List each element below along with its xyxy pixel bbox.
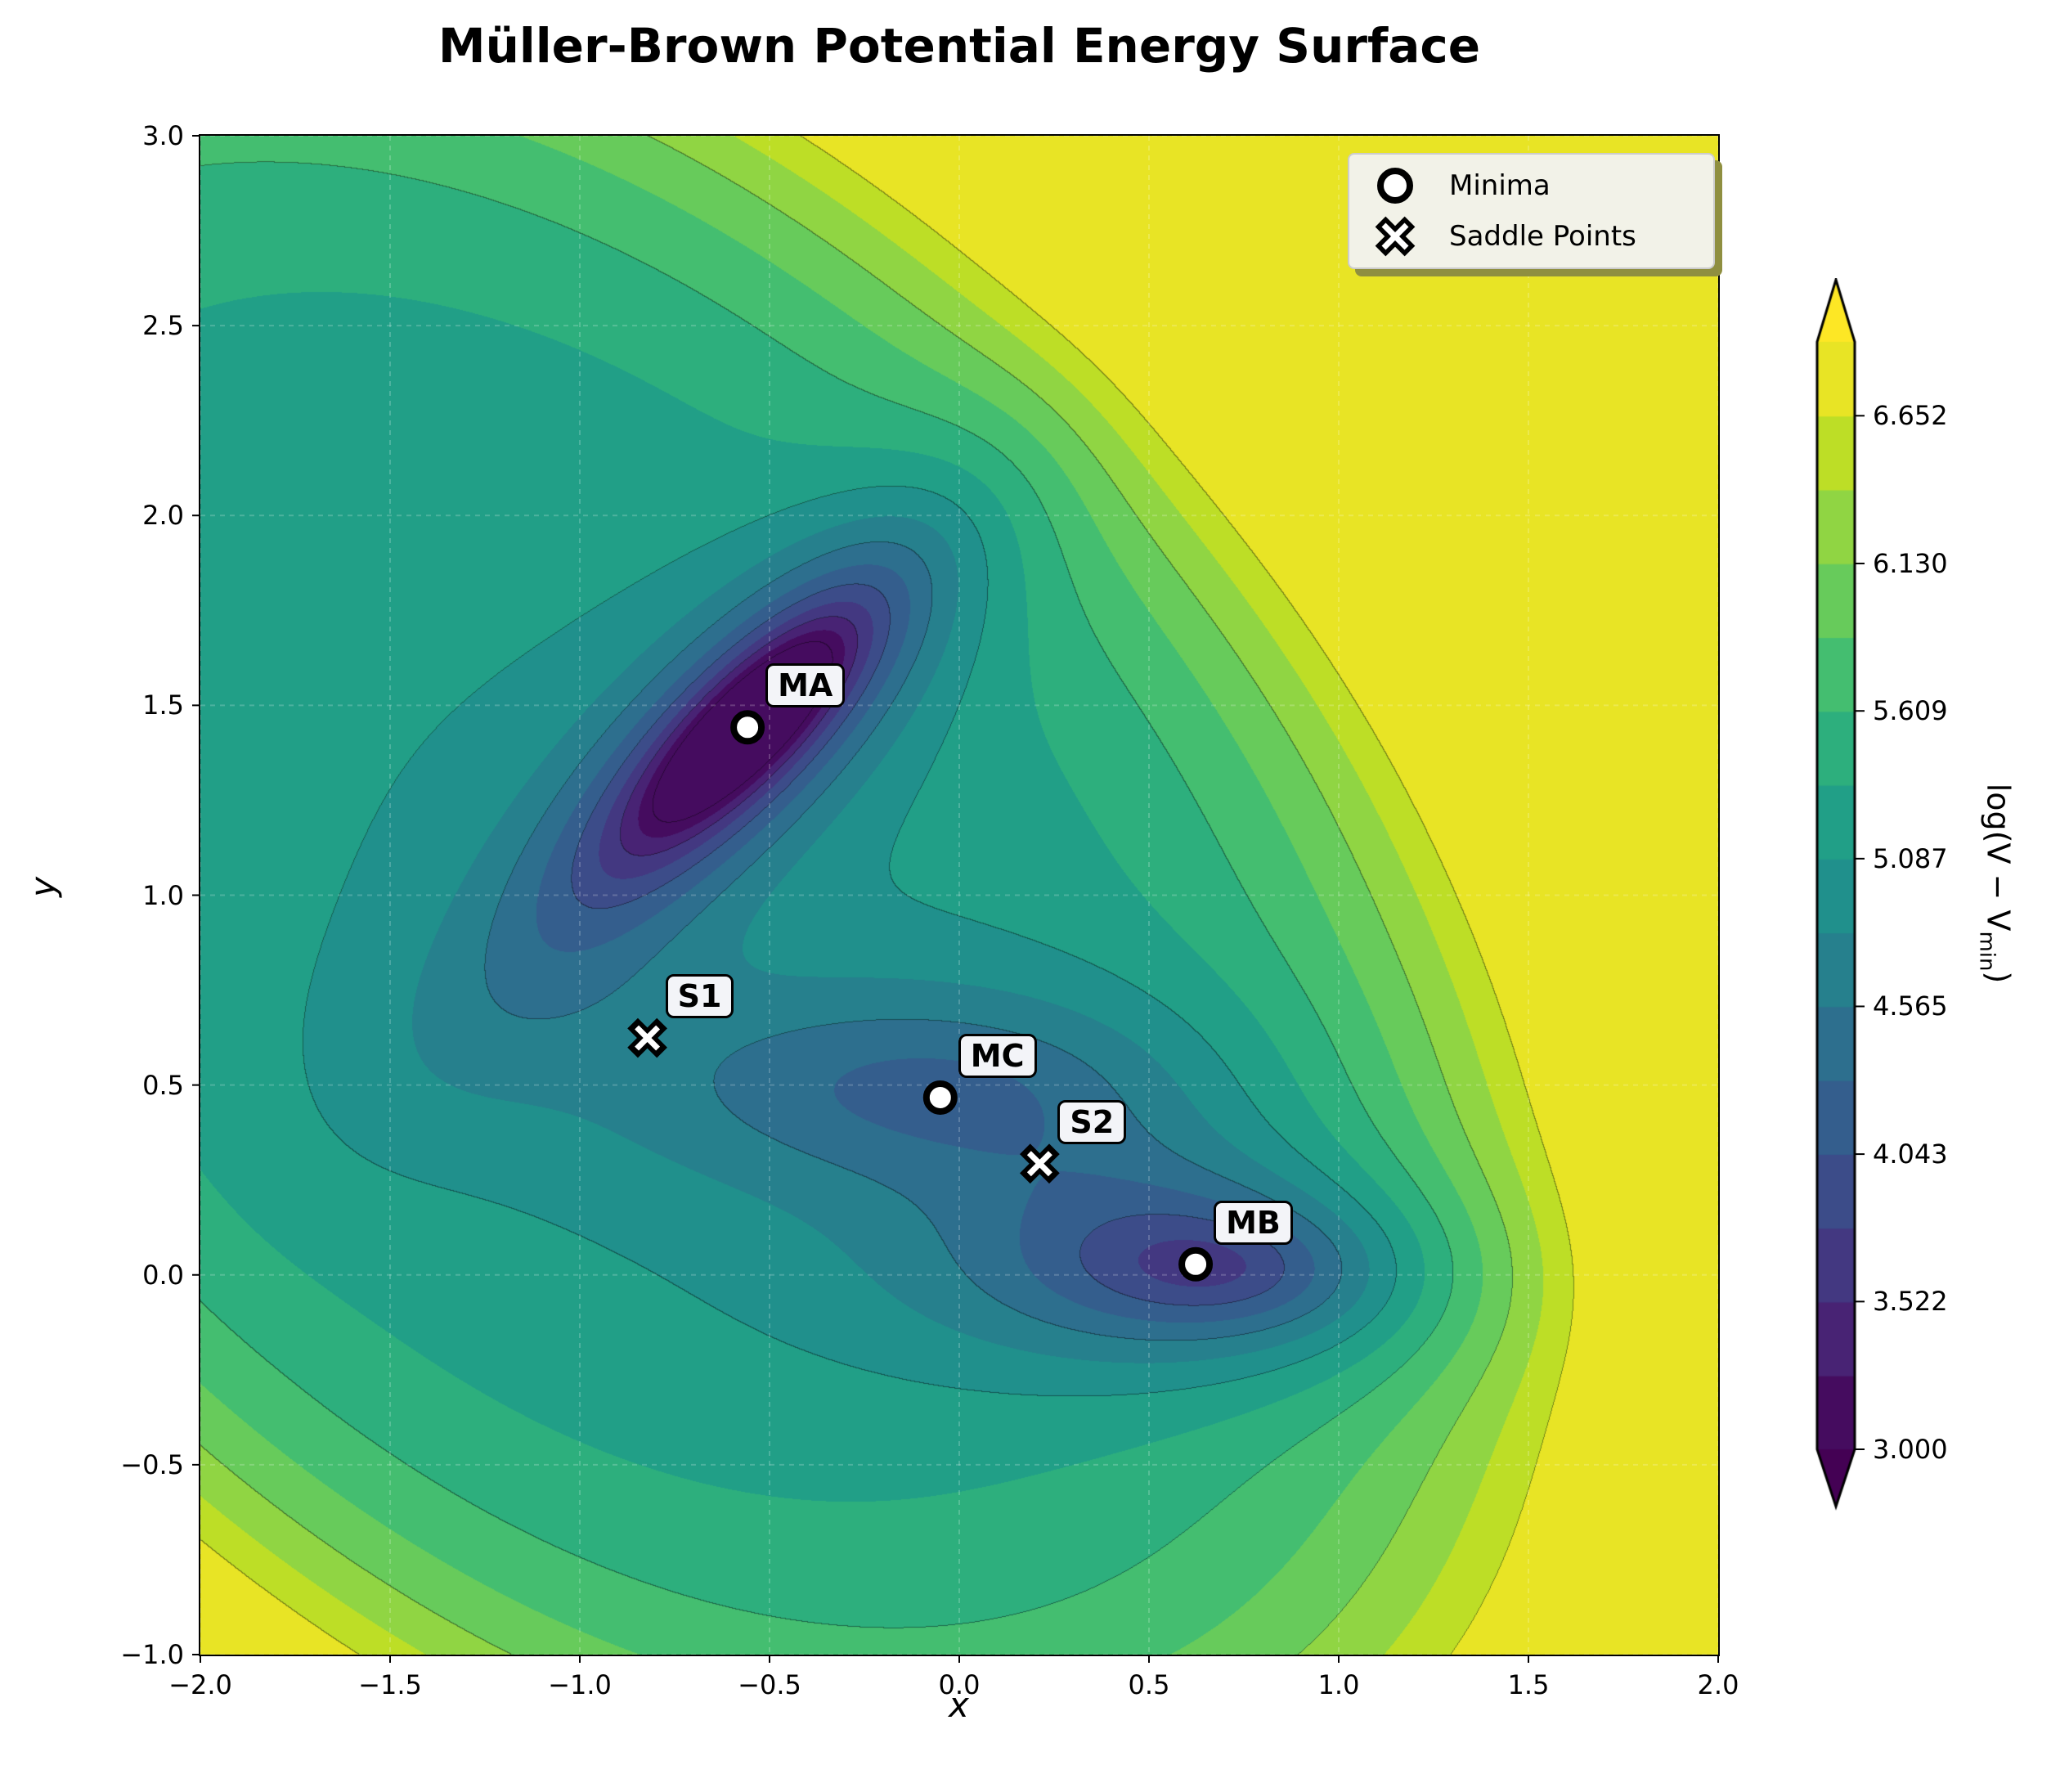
colorbar-tick-label: 5.087 — [1873, 842, 1948, 874]
x-axis-label: x — [949, 1685, 969, 1725]
y-axis-label: y — [22, 877, 63, 897]
saddle-marker-inner — [635, 1025, 661, 1051]
x-tick-label: 0.5 — [1128, 1669, 1170, 1700]
point-label: MC — [958, 1033, 1037, 1078]
chart-title: Müller-Brown Potential Energy Surface — [438, 18, 1481, 74]
minimum-marker — [922, 1080, 958, 1115]
y-tick-label: 1.5 — [142, 689, 184, 721]
x-tick-label: 1.5 — [1507, 1669, 1550, 1700]
point-label: MA — [765, 663, 846, 708]
contour-plot — [200, 136, 1718, 1655]
minimum-marker — [730, 710, 765, 745]
y-tick-label: 0.0 — [142, 1259, 184, 1291]
point-label: MB — [1214, 1200, 1293, 1245]
y-tick-label: 0.5 — [142, 1069, 184, 1101]
y-tick-label: 3.0 — [142, 120, 184, 151]
x-tick-label: −1.0 — [548, 1669, 612, 1700]
colorbar-tick-label: 3.522 — [1873, 1286, 1948, 1318]
legend-item-saddle: Saddle Points — [1374, 215, 1636, 258]
colorbar-tick-label: 6.130 — [1873, 547, 1948, 579]
colorbar-tick-label: 4.043 — [1873, 1139, 1948, 1170]
saddle-marker-inner — [1026, 1151, 1052, 1177]
colorbar-tick-label: 3.000 — [1873, 1434, 1948, 1465]
circle-marker-icon — [1377, 168, 1413, 204]
minimum-marker — [1178, 1246, 1214, 1282]
y-tick-label: −0.5 — [120, 1448, 184, 1480]
colorbar — [1814, 278, 1871, 1521]
y-tick-label: 2.5 — [142, 310, 184, 342]
x-tick-label: −1.5 — [358, 1669, 422, 1700]
x-tick-label: 0.0 — [938, 1669, 981, 1700]
y-tick-label: 2.0 — [142, 500, 184, 532]
x-marker-icon — [1375, 216, 1416, 257]
y-tick-label: −1.0 — [120, 1639, 184, 1670]
point-label: S2 — [1057, 1099, 1127, 1144]
legend-label: Minima — [1449, 169, 1551, 202]
x-tick-label: −0.5 — [738, 1669, 801, 1700]
x-tick-label: −2.0 — [168, 1669, 232, 1700]
colorbar-tick-label: 5.609 — [1873, 695, 1948, 727]
legend: Minima Saddle Points — [1348, 153, 1715, 269]
legend-label: Saddle Points — [1449, 220, 1636, 253]
colorbar-label: log(V − Vmin) — [1974, 783, 2017, 984]
colorbar-tick-label: 4.565 — [1873, 990, 1948, 1022]
x-tick-label: 2.0 — [1697, 1669, 1739, 1700]
colorbar-tick-label: 6.652 — [1873, 400, 1948, 432]
x-tick-label: 1.0 — [1317, 1669, 1360, 1700]
y-tick-label: 1.0 — [142, 879, 184, 911]
legend-item-minima: Minima — [1374, 164, 1551, 207]
point-label: S1 — [665, 974, 734, 1019]
